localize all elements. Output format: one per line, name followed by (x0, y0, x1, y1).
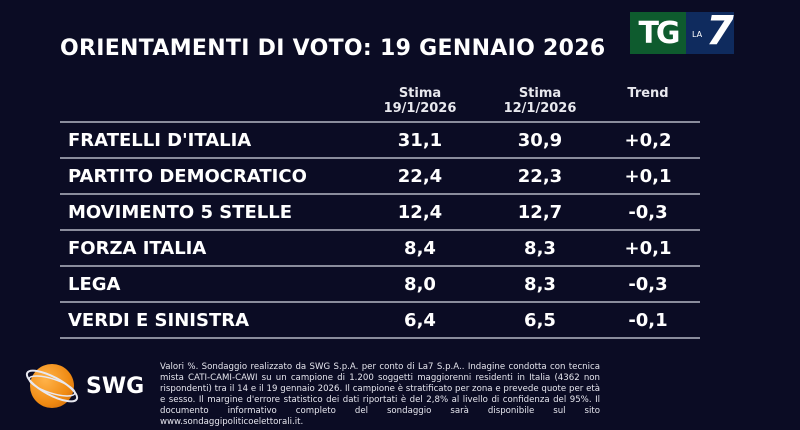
current-estimate: 8,0 (404, 274, 436, 295)
header-label: Stima (398, 86, 442, 101)
trend-value: -0,3 (628, 202, 668, 223)
current-estimate: 12,4 (397, 202, 443, 223)
table-row: PARTITO DEMOCRATICO 22,4 22,3 +0,1 (60, 159, 700, 193)
row-divider (60, 121, 700, 123)
seven-text: 7 (706, 8, 734, 54)
la7-logo-part: LA 7 (686, 8, 734, 54)
trend-value: -0,1 (628, 310, 668, 331)
header-stima-previous: Stima 12/1/2026 (500, 86, 580, 116)
header-date: 12/1/2026 (503, 101, 577, 116)
previous-estimate: 6,5 (524, 310, 556, 331)
row-divider (60, 157, 700, 159)
row-divider (60, 193, 700, 195)
current-estimate: 22,4 (397, 166, 443, 187)
header-trend: Trend (627, 86, 669, 101)
previous-estimate: 12,7 (517, 202, 563, 223)
table-row: FRATELLI D'ITALIA 31,1 30,9 +0,2 (60, 123, 700, 157)
party-name: VERDI E SINISTRA (68, 310, 250, 331)
current-estimate: 31,1 (397, 130, 443, 151)
methodology-footnote: Valori %. Sondaggio realizzato da SWG S.… (160, 362, 600, 427)
swg-text: SWG (86, 373, 145, 399)
tg-logo-part: TG (630, 12, 686, 54)
party-name: LEGA (68, 274, 121, 295)
trend-value: +0,1 (624, 238, 672, 259)
trend-value: +0,1 (624, 166, 672, 187)
current-estimate: 8,4 (404, 238, 436, 259)
previous-estimate: 8,3 (524, 238, 556, 259)
party-name: FRATELLI D'ITALIA (68, 130, 252, 151)
header-date: 19/1/2026 (383, 101, 457, 116)
party-name: MOVIMENTO 5 STELLE (68, 202, 293, 223)
previous-estimate: 8,3 (524, 274, 556, 295)
previous-estimate: 22,3 (517, 166, 563, 187)
trend-value: -0,3 (628, 274, 668, 295)
current-estimate: 6,4 (404, 310, 436, 331)
table-row: VERDI E SINISTRA 6,4 6,5 -0,1 (60, 303, 700, 337)
table-row: FORZA ITALIA 8,4 8,3 +0,1 (60, 231, 700, 265)
row-divider (60, 337, 700, 339)
header-label: Stima (518, 86, 562, 101)
row-divider (60, 229, 700, 231)
la-text: LA (692, 30, 703, 39)
party-name: PARTITO DEMOCRATICO (68, 166, 307, 187)
globe-icon (25, 364, 79, 408)
page-title: ORIENTAMENTI DI VOTO: 19 GENNAIO 2026 (60, 36, 606, 61)
header-stima-current: Stima 19/1/2026 (380, 86, 460, 116)
tg-la7-logo: TG LA 7 (630, 8, 734, 54)
swg-logo: SWG (25, 364, 145, 408)
party-name: FORZA ITALIA (68, 238, 207, 259)
row-divider (60, 265, 700, 267)
table-row: LEGA 8,0 8,3 -0,3 (60, 267, 700, 301)
row-divider (60, 301, 700, 303)
trend-value: +0,2 (624, 130, 672, 151)
table-row: MOVIMENTO 5 STELLE 12,4 12,7 -0,3 (60, 195, 700, 229)
previous-estimate: 30,9 (517, 130, 563, 151)
